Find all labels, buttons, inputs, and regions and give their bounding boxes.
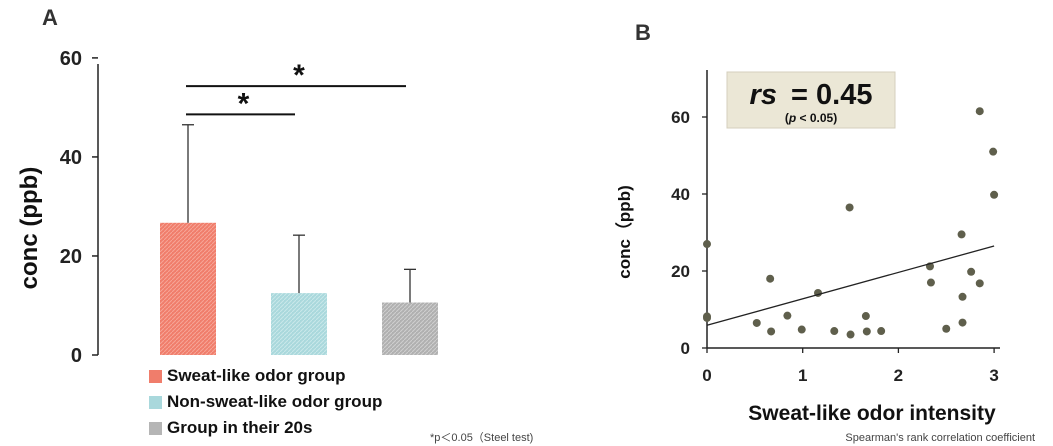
scatter-point bbox=[703, 313, 711, 322]
y-tick-label-b: 40 bbox=[671, 185, 690, 204]
stat-rs: rs = 0.45 bbox=[750, 79, 873, 111]
y-axis-label-b: conc（ppb) bbox=[614, 185, 634, 279]
scatter-point bbox=[877, 327, 886, 336]
stat-box: rs = 0.45 (p < 0.05) bbox=[726, 71, 896, 129]
y-tick-label-b: 0 bbox=[681, 339, 690, 358]
y-tick-label: 60 bbox=[60, 48, 82, 70]
scatter-point bbox=[990, 190, 999, 199]
x-tick-label-b: 2 bbox=[894, 366, 903, 385]
scatter-point bbox=[967, 267, 976, 276]
scatter-point bbox=[783, 311, 792, 320]
legend-label: Group in their 20s bbox=[167, 418, 312, 437]
scatter-point bbox=[975, 107, 984, 116]
scatter-point bbox=[958, 292, 967, 301]
scatter-point bbox=[989, 147, 998, 156]
y-tick-label: 0 bbox=[71, 345, 82, 367]
stat-p-open: ( bbox=[785, 111, 789, 125]
panel-label-a: A bbox=[42, 5, 58, 30]
scatter-point bbox=[703, 240, 711, 249]
scatter-point bbox=[797, 325, 806, 334]
significance-star: * bbox=[238, 87, 250, 120]
scatter-point bbox=[752, 318, 761, 327]
scatter-point bbox=[861, 312, 870, 321]
scatter-point bbox=[975, 279, 984, 288]
legend-label: Sweat-like odor group bbox=[167, 366, 346, 385]
scatter-point bbox=[957, 230, 966, 239]
scatter-point bbox=[766, 274, 775, 283]
scatter-point bbox=[767, 327, 776, 336]
scatter-point bbox=[958, 318, 967, 327]
stat-p-rest: < 0.05) bbox=[796, 111, 837, 125]
bar bbox=[382, 302, 438, 355]
legend-swatch bbox=[149, 396, 162, 409]
stat-rs-value: = 0.45 bbox=[791, 79, 872, 111]
scatter-point bbox=[830, 327, 839, 336]
bar bbox=[160, 222, 216, 355]
stat-box-background bbox=[726, 71, 896, 129]
spearman-note: Spearman's rank correlation coefficient bbox=[845, 432, 1035, 444]
bar bbox=[271, 293, 327, 355]
x-tick-label-b: 1 bbox=[798, 366, 807, 385]
y-axis-label: conc (ppb) bbox=[16, 167, 43, 290]
stat-rs-symbol: rs bbox=[750, 79, 777, 111]
scatter-point bbox=[862, 327, 871, 336]
legend-label: Non-sweat-like odor group bbox=[167, 392, 382, 411]
legend-swatch bbox=[149, 370, 162, 383]
y-tick-label: 40 bbox=[60, 147, 82, 169]
stat-p: (p < 0.05) bbox=[785, 111, 837, 125]
scatter-chart-panel: conc（ppb) Sweat-like odor intensity 0204… bbox=[614, 70, 1035, 444]
scatter-point bbox=[846, 330, 855, 339]
scatter-point bbox=[942, 324, 951, 333]
legend-swatch bbox=[149, 422, 162, 435]
y-tick-label-b: 60 bbox=[671, 108, 690, 127]
trend-line bbox=[706, 245, 995, 326]
x-axis-label-b: Sweat-like odor intensity bbox=[748, 402, 996, 425]
y-tick-label: 20 bbox=[60, 246, 82, 268]
scatter-point bbox=[926, 278, 935, 287]
panel-label-b: B bbox=[635, 20, 651, 45]
test-note: *p＜0.05（Steel test) bbox=[430, 431, 533, 444]
significance-star: * bbox=[293, 59, 305, 92]
x-tick-label-b: 0 bbox=[702, 366, 711, 385]
x-tick-label-b: 3 bbox=[989, 366, 998, 385]
scatter-point bbox=[845, 203, 854, 212]
y-tick-label-b: 20 bbox=[671, 262, 690, 281]
stat-p-symbol: p bbox=[788, 111, 796, 125]
bar-chart-panel: conc (ppb) 0 20 40 60 * * Sweat-like odor gr… bbox=[16, 48, 533, 444]
